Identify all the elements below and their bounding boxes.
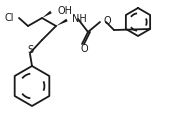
Text: Cl: Cl bbox=[4, 13, 14, 23]
Text: S: S bbox=[27, 45, 33, 55]
Text: OH: OH bbox=[57, 6, 72, 16]
Polygon shape bbox=[56, 19, 68, 26]
Polygon shape bbox=[42, 11, 52, 18]
Text: NH: NH bbox=[72, 14, 87, 24]
Text: O: O bbox=[103, 16, 111, 26]
Text: O: O bbox=[80, 44, 88, 54]
